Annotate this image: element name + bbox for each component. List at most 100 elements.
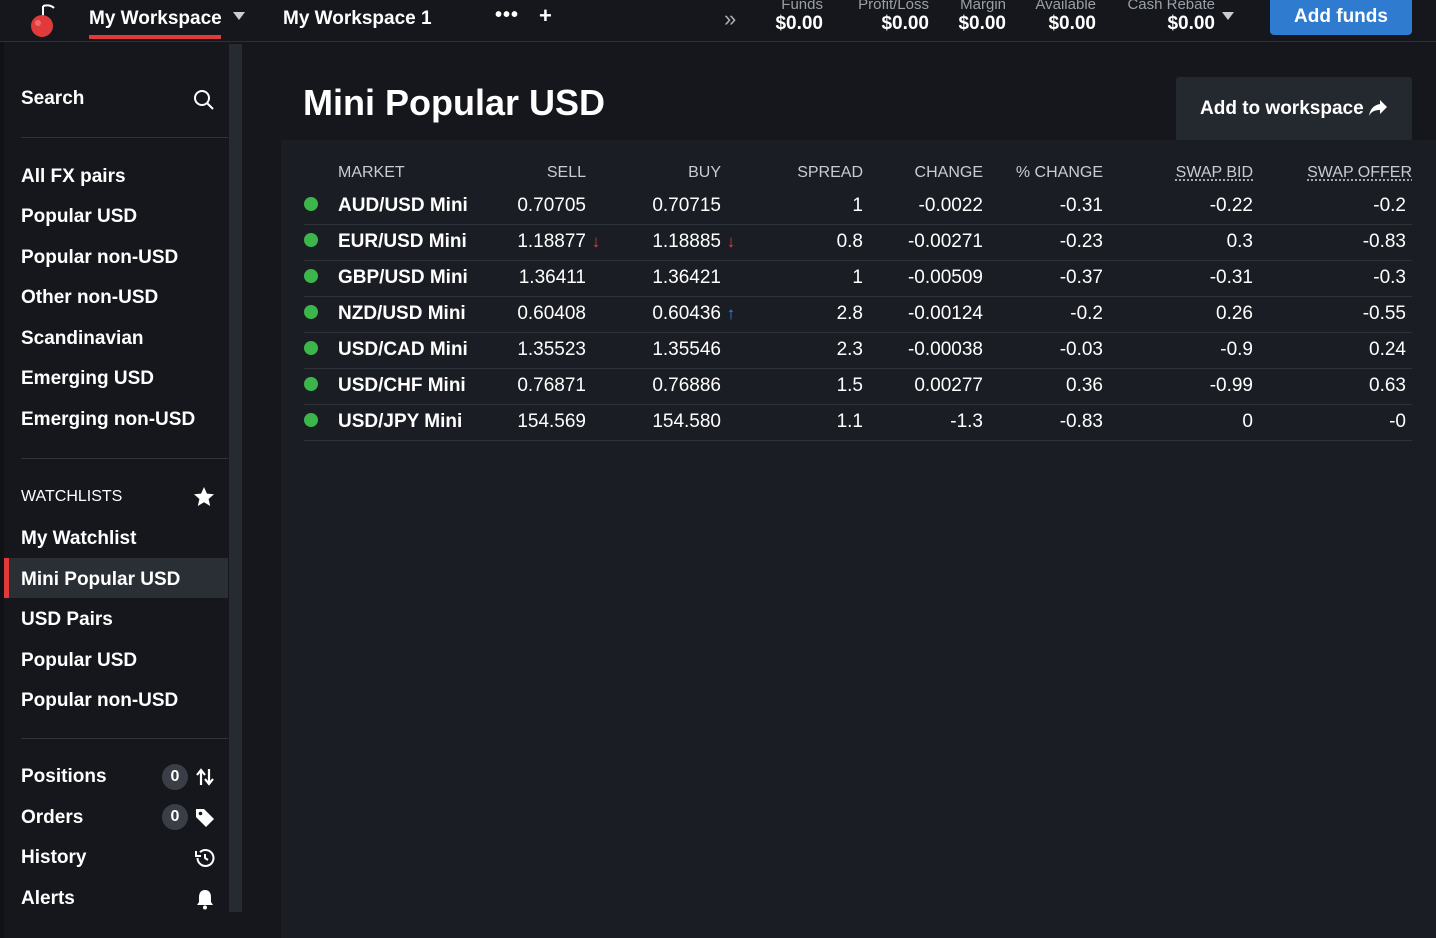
watchlist-item-usd-pairs[interactable]: USD Pairs bbox=[21, 609, 113, 631]
market-name[interactable]: NZD/USD Mini bbox=[338, 296, 503, 332]
market-name[interactable]: USD/CHF Mini bbox=[338, 368, 503, 404]
stats-dropdown-icon[interactable] bbox=[1222, 12, 1234, 20]
sell-price[interactable]: 1.36411 bbox=[503, 260, 586, 296]
table-row[interactable]: GBP/USD Mini 1.36411 1.36421 1 -0.00509 -0.37… bbox=[304, 260, 1412, 296]
sell-price[interactable]: 0.76871 bbox=[503, 368, 586, 404]
add-funds-button[interactable]: Add funds bbox=[1270, 0, 1412, 35]
bell-icon[interactable] bbox=[193, 887, 217, 911]
stat-available: Available $0.00 bbox=[1035, 0, 1096, 35]
swap-bid-value: -0.99 bbox=[1103, 368, 1253, 404]
stat-value: $0.00 bbox=[1127, 13, 1215, 35]
expand-chevron-icon[interactable]: » bbox=[724, 6, 736, 32]
watchlist-item-my-watchlist[interactable]: My Watchlist bbox=[21, 528, 136, 550]
table-row[interactable]: EUR/USD Mini 1.18877 ↓ 1.18885 ↓ 0.8 -0.00271-… bbox=[304, 224, 1412, 260]
change-value: -0.00271 bbox=[863, 224, 983, 260]
sell-price[interactable]: 0.70705 bbox=[503, 188, 586, 224]
column-header-pct-change[interactable]: % CHANGE bbox=[983, 158, 1103, 188]
sidebar-item-popular-non-usd[interactable]: Popular non-USD bbox=[21, 247, 178, 269]
watchlist-item-popular-usd[interactable]: Popular USD bbox=[21, 650, 137, 672]
buy-trend-icon: ↓ bbox=[721, 232, 741, 252]
table-row[interactable]: USD/CAD Mini 1.35523 1.35546 2.3 -0.00038 -0.… bbox=[304, 332, 1412, 368]
pct-change-value: -0.2 bbox=[983, 296, 1103, 332]
buy-price[interactable]: 154.580 bbox=[606, 404, 721, 440]
market-name[interactable]: USD/JPY Mini bbox=[338, 404, 503, 440]
sidebar-item-popular-usd[interactable]: Popular USD bbox=[21, 206, 137, 228]
column-header-change[interactable]: CHANGE bbox=[863, 158, 983, 188]
buy-trend-cell bbox=[721, 332, 741, 368]
stat-label: Profit/Loss bbox=[858, 0, 929, 13]
sidebar-item-orders[interactable]: Orders bbox=[21, 807, 83, 829]
add-to-workspace-button[interactable]: Add to workspace bbox=[1176, 77, 1412, 140]
watchlist-item-popular-non-usd[interactable]: Popular non-USD bbox=[21, 690, 178, 712]
sidebar-item-emerging-usd[interactable]: Emerging USD bbox=[21, 368, 154, 390]
buy-trend-cell: ↓ bbox=[721, 224, 741, 260]
column-header-sell[interactable]: SELL bbox=[503, 158, 586, 188]
cherry-logo-icon[interactable] bbox=[26, 2, 60, 38]
sidebar-item-emerging-non-usd[interactable]: Emerging non-USD bbox=[21, 409, 195, 431]
buy-price[interactable]: 0.70715 bbox=[606, 188, 721, 224]
table-row[interactable]: AUD/USD Mini 0.70705 0.70715 1 -0.0022 -0.31-… bbox=[304, 188, 1412, 224]
market-status-cell bbox=[304, 368, 338, 404]
column-header-buy[interactable]: BUY bbox=[606, 158, 721, 188]
star-icon[interactable] bbox=[192, 485, 216, 509]
add-workspace-icon[interactable]: + bbox=[539, 3, 552, 29]
stat-margin: Margin $0.00 bbox=[958, 0, 1006, 35]
stat-cash-rebate: Cash Rebate $0.00 bbox=[1127, 0, 1215, 35]
market-name[interactable]: USD/CAD Mini bbox=[338, 332, 503, 368]
swap-bid-value: 0 bbox=[1103, 404, 1253, 440]
share-arrow-icon bbox=[1368, 99, 1388, 117]
market-status-cell bbox=[304, 260, 338, 296]
orders-count-badge: 0 bbox=[162, 804, 188, 830]
stat-value: $0.00 bbox=[858, 13, 929, 35]
market-open-status-icon bbox=[304, 197, 318, 211]
positions-count-badge: 0 bbox=[162, 764, 188, 790]
column-header-market[interactable]: MARKET bbox=[338, 158, 503, 188]
sell-price[interactable]: 1.18877 bbox=[503, 224, 586, 260]
swap-offer-value: -0.55 bbox=[1253, 296, 1412, 332]
market-name[interactable]: EUR/USD Mini bbox=[338, 224, 503, 260]
sidebar-item-alerts[interactable]: Alerts bbox=[21, 888, 75, 910]
sidebar-scrollbar[interactable] bbox=[229, 44, 242, 912]
buy-price[interactable]: 0.60436 bbox=[606, 296, 721, 332]
workspace-dropdown-icon[interactable] bbox=[233, 12, 245, 20]
sidebar-item-all-fx-pairs[interactable]: All FX pairs bbox=[21, 166, 126, 188]
sell-price[interactable]: 1.35523 bbox=[503, 332, 586, 368]
sidebar-item-history[interactable]: History bbox=[21, 847, 86, 869]
buy-price[interactable]: 1.18885 bbox=[606, 224, 721, 260]
table-row[interactable]: USD/JPY Mini 154.569 154.580 1.1 -1.3 -0.83 0-… bbox=[304, 404, 1412, 440]
sell-trend-cell bbox=[586, 332, 606, 368]
tab-my-workspace[interactable]: My Workspace bbox=[89, 8, 222, 30]
search-label[interactable]: Search bbox=[21, 88, 84, 110]
column-header-swap-bid[interactable]: SWAP BID bbox=[1103, 158, 1253, 188]
buy-price[interactable]: 0.76886 bbox=[606, 368, 721, 404]
column-header-spread[interactable]: SPREAD bbox=[741, 158, 863, 188]
sidebar-item-scandinavian[interactable]: Scandinavian bbox=[21, 328, 144, 350]
spread-value: 2.3 bbox=[741, 332, 863, 368]
buy-price[interactable]: 1.36421 bbox=[606, 260, 721, 296]
swap-offer-value: 0.24 bbox=[1253, 332, 1412, 368]
pct-change-value: -0.83 bbox=[983, 404, 1103, 440]
sell-price[interactable]: 0.60408 bbox=[503, 296, 586, 332]
change-value: -0.00038 bbox=[863, 332, 983, 368]
buy-price[interactable]: 1.35546 bbox=[606, 332, 721, 368]
table-row[interactable]: USD/CHF Mini 0.76871 0.76886 1.5 0.00277 0.36… bbox=[304, 368, 1412, 404]
swap-arrows-icon[interactable] bbox=[193, 765, 217, 789]
market-name[interactable]: GBP/USD Mini bbox=[338, 260, 503, 296]
watchlist-item-mini-popular-usd[interactable]: Mini Popular USD bbox=[21, 569, 180, 591]
history-icon[interactable] bbox=[193, 846, 217, 870]
tab-my-workspace-1[interactable]: My Workspace 1 bbox=[283, 8, 432, 30]
sell-price[interactable]: 154.569 bbox=[503, 404, 586, 440]
sidebar-item-positions[interactable]: Positions bbox=[21, 766, 107, 788]
tag-icon[interactable] bbox=[193, 806, 217, 830]
table-row[interactable]: NZD/USD Mini 0.60408 0.60436 ↑ 2.8 -0.00124 -0… bbox=[304, 296, 1412, 332]
market-name[interactable]: AUD/USD Mini bbox=[338, 188, 503, 224]
column-header-swap-offer[interactable]: SWAP OFFER bbox=[1253, 158, 1412, 188]
watchlist-item-active[interactable]: Mini Popular USD bbox=[4, 558, 228, 598]
swap-bid-value: -0.22 bbox=[1103, 188, 1253, 224]
market-status-cell bbox=[304, 224, 338, 260]
active-tab-indicator bbox=[89, 35, 221, 39]
search-icon[interactable] bbox=[192, 88, 216, 112]
sidebar-item-other-non-usd[interactable]: Other non-USD bbox=[21, 287, 158, 309]
more-options-icon[interactable]: ••• bbox=[495, 4, 519, 27]
top-bar: My Workspace My Workspace 1 ••• + » Fund… bbox=[0, 0, 1436, 42]
